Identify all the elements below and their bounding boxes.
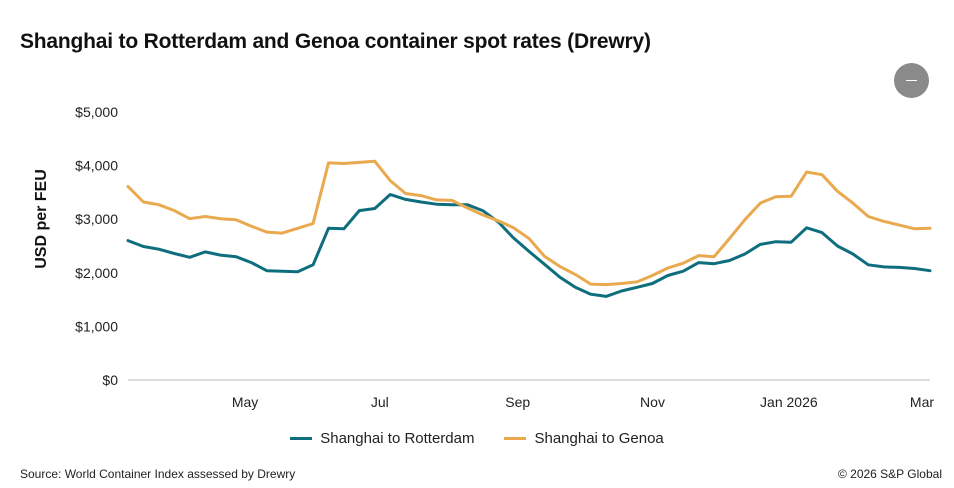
x-axis-ticks: May Jul Sep Nov Jan 2026 Mar: [232, 394, 935, 410]
y-tick-label: $4,000: [75, 158, 118, 174]
minus-icon: [906, 79, 917, 82]
y-tick-label: $3,000: [75, 211, 118, 227]
series-lines: [126, 159, 932, 298]
y-gridlines: [128, 111, 930, 381]
x-tick-label: May: [232, 394, 258, 410]
x-tick-label: Nov: [640, 394, 665, 410]
y-tick-label: $2,000: [75, 265, 118, 281]
x-tick-label: Jul: [371, 394, 389, 410]
y-tick-label: $5,000: [75, 104, 118, 120]
chart-title: Shanghai to Rotterdam and Genoa containe…: [20, 30, 651, 53]
x-tick-label: Sep: [505, 394, 530, 410]
y-tick-label: $0: [102, 372, 118, 388]
x-tick-label: Jan 2026: [760, 394, 818, 410]
y-tick-label: $1,000: [75, 318, 118, 334]
legend-item-genoa[interactable]: Shanghai to Genoa: [504, 430, 664, 447]
legend-item-rotterdam[interactable]: Shanghai to Rotterdam: [290, 430, 474, 447]
legend-label-rotterdam: Shanghai to Rotterdam: [320, 430, 475, 447]
legend-swatch-genoa: [504, 437, 527, 440]
y-axis-label: USD per FEU: [33, 169, 50, 269]
chart-legend: Shanghai to Rotterdam Shanghai to Genoa: [0, 430, 954, 447]
series-line-genoa[interactable]: [126, 159, 932, 287]
legend-label-genoa: Shanghai to Genoa: [534, 430, 664, 447]
source-note: Source: World Container Index assessed b…: [20, 467, 296, 481]
series-line-rotterdam[interactable]: [126, 193, 932, 298]
chart-menu-button[interactable]: [894, 63, 929, 98]
y-axis-ticks: $0 $1,000 $2,000 $3,000 $4,000 $5,000: [75, 104, 118, 388]
x-tick-label: Mar: [910, 394, 934, 410]
legend-swatch-rotterdam: [290, 437, 313, 440]
copyright-note: © 2026 S&P Global: [837, 467, 942, 481]
